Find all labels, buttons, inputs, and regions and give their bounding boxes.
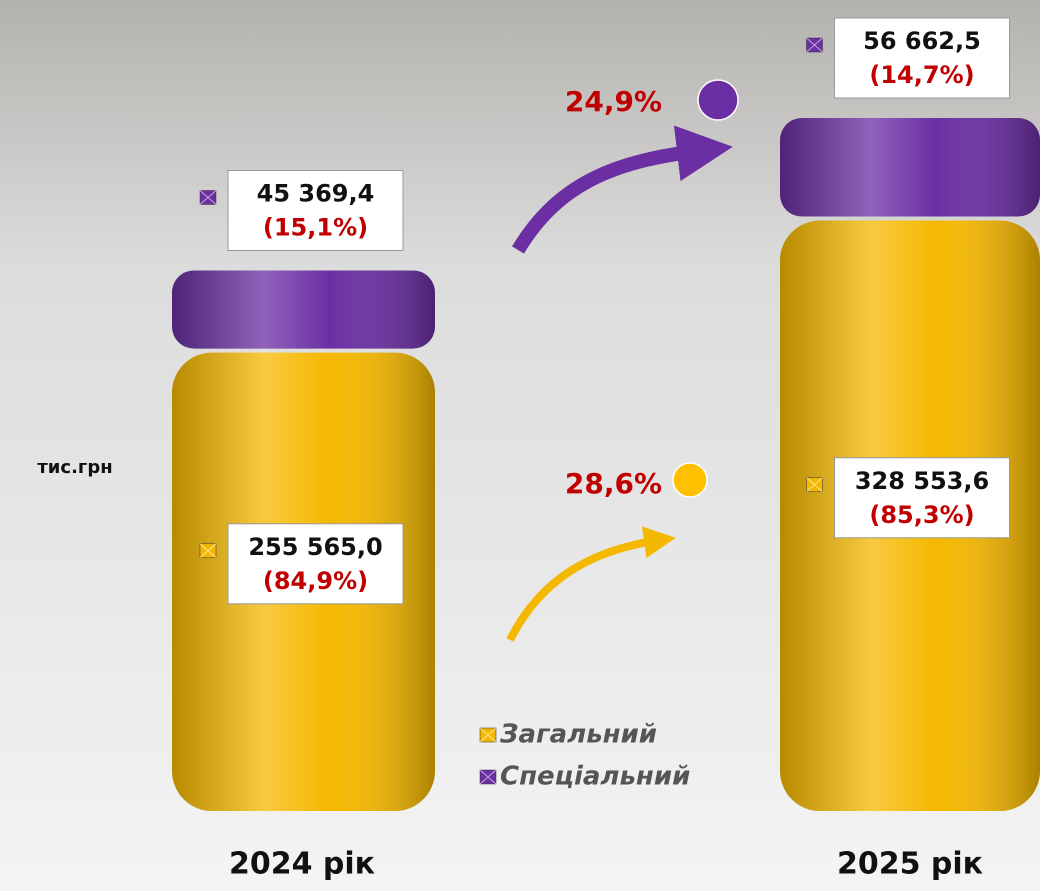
label-marker-shine bbox=[806, 37, 823, 53]
value-label: 56 662,5 bbox=[863, 27, 981, 55]
legend-label: Загальний bbox=[499, 720, 657, 750]
share-label: (14,7%) bbox=[869, 61, 974, 89]
growth-dot bbox=[672, 462, 708, 498]
bar-shade bbox=[172, 270, 435, 349]
category-label: 2025 рік bbox=[837, 847, 983, 882]
growth-label: 24,9% bbox=[565, 85, 662, 118]
growth-dot bbox=[697, 79, 739, 121]
label-box bbox=[834, 457, 1010, 539]
label-box bbox=[227, 523, 404, 605]
label-marker-shine bbox=[806, 477, 823, 493]
bar-shade bbox=[780, 118, 1040, 217]
legend-marker-shine bbox=[479, 727, 497, 743]
label-box bbox=[227, 169, 404, 251]
legend-label: Спеціальний bbox=[500, 762, 690, 792]
share-label: (15,1%) bbox=[263, 213, 368, 241]
label-marker-shine bbox=[199, 543, 217, 559]
growth-label: 28,6% bbox=[565, 467, 662, 500]
value-label: 328 553,6 bbox=[855, 467, 989, 495]
value-label: 45 369,4 bbox=[257, 179, 375, 207]
label-marker-shine bbox=[199, 190, 217, 205]
legend-marker-shine bbox=[479, 769, 497, 785]
label-box bbox=[834, 17, 1010, 99]
unit-label: тис.грн bbox=[37, 457, 112, 478]
growth-arrow bbox=[511, 125, 733, 254]
growth-arrow bbox=[506, 526, 676, 642]
share-label: (85,3%) bbox=[869, 501, 974, 529]
value-label: 255 565,0 bbox=[248, 533, 382, 561]
category-label: 2024 рік bbox=[229, 847, 375, 882]
share-label: (84,9%) bbox=[263, 567, 368, 595]
